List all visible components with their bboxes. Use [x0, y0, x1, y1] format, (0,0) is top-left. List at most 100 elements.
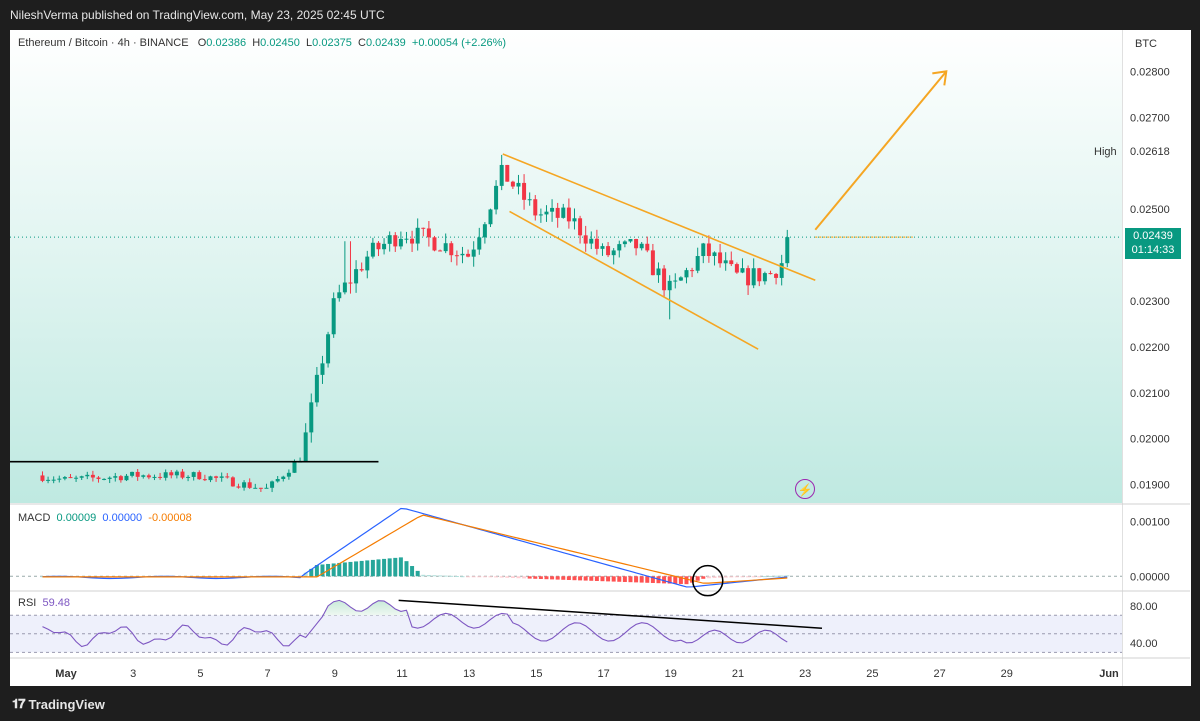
- rsi-tick-label: 40.00: [1130, 638, 1158, 650]
- candle-up: [102, 478, 107, 480]
- macd-histogram-bar: [488, 576, 493, 578]
- candle-up: [62, 477, 67, 479]
- macd-legend[interactable]: MACD 0.00009 0.00000 -0.00008: [18, 512, 192, 524]
- macd-histogram-bar: [662, 576, 667, 584]
- time-tick-label: 23: [799, 668, 811, 680]
- macd-histogram-bar: [410, 566, 415, 577]
- candle-up: [460, 253, 465, 256]
- candle-up: [628, 239, 633, 242]
- candle-down: [522, 182, 527, 200]
- candle-down: [135, 471, 140, 477]
- crossover-circle: [692, 564, 724, 597]
- macd-histogram-bar: [522, 576, 527, 579]
- price-axis-area[interactable]: [1122, 30, 1191, 686]
- candle-up: [527, 199, 532, 201]
- brand-name: TradingView: [28, 696, 105, 712]
- candle-down: [197, 472, 202, 480]
- symbol-name: Ethereum / Bitcoin · 4h · BINANCE: [18, 37, 189, 49]
- candle-down: [690, 270, 695, 272]
- macd-histogram-bar: [667, 576, 672, 584]
- signal-line: [42, 514, 788, 584]
- macd-histogram-bar: [426, 575, 431, 577]
- lightning-icon[interactable]: ⚡: [795, 479, 815, 499]
- candle-down: [202, 479, 207, 481]
- symbol-legend[interactable]: Ethereum / Bitcoin · 4h · BINANCE O0.023…: [18, 37, 506, 49]
- candle-up: [398, 238, 403, 247]
- tradingview-logo[interactable]: 𝟏𝟕 TradingView: [12, 696, 105, 712]
- macd-histogram-bar: [482, 576, 487, 578]
- time-tick-label: 7: [265, 668, 271, 680]
- price-tick-label: 0.02300: [1130, 296, 1170, 308]
- candle-up: [309, 402, 314, 433]
- candle-up: [740, 268, 745, 273]
- candle-up: [494, 185, 499, 210]
- time-tick-label: 11: [396, 668, 407, 680]
- rsi-legend[interactable]: RSI 59.48: [18, 597, 70, 609]
- macd-histogram-bar: [538, 576, 543, 579]
- candle-up: [561, 207, 566, 218]
- candle-down: [214, 476, 219, 478]
- macd-histogram-bar: [701, 576, 706, 579]
- macd-histogram-bar: [477, 576, 482, 578]
- candle-down: [734, 264, 739, 273]
- candle-up: [538, 214, 543, 216]
- price-tick-label: 0.01900: [1130, 480, 1170, 492]
- time-tick-label: 15: [530, 668, 542, 680]
- candle-up: [550, 207, 555, 212]
- publisher-text: NileshVerma published on TradingView.com…: [10, 8, 385, 22]
- macd-histogram-bar: [516, 576, 521, 579]
- macd-histogram-bar: [314, 565, 319, 577]
- candle-up: [354, 269, 359, 284]
- candle-up: [779, 263, 784, 278]
- macd-histogram-bar: [768, 575, 773, 577]
- rsi-tick-label: 80.00: [1130, 601, 1158, 613]
- macd-histogram-bar: [746, 576, 751, 578]
- macd-histogram-bar: [779, 575, 784, 577]
- candle-down: [449, 243, 454, 256]
- rsi-label: RSI: [18, 597, 37, 609]
- macd-histogram-bar: [628, 576, 633, 583]
- candle-down: [180, 471, 185, 478]
- macd-histogram-bar: [348, 561, 353, 577]
- candle-down: [650, 250, 655, 276]
- candle-up: [79, 476, 84, 478]
- candle-down: [421, 227, 426, 229]
- candle-up: [499, 164, 504, 186]
- macd-histogram-bar: [734, 576, 739, 578]
- macd-histogram-bar: [785, 575, 790, 577]
- candle-up: [544, 211, 549, 215]
- candle-down: [718, 252, 723, 264]
- candle-up: [667, 280, 672, 291]
- candle-up: [253, 487, 258, 489]
- candle-up: [443, 243, 448, 252]
- macd-histogram-bar: [449, 575, 454, 577]
- candle-up: [124, 475, 129, 481]
- macd-histogram-bar: [494, 576, 499, 578]
- macd-histogram-bar: [678, 576, 683, 584]
- candle-up: [281, 476, 286, 480]
- candle-down: [393, 235, 398, 247]
- candle-up: [292, 461, 297, 473]
- candle-down: [68, 477, 73, 479]
- high-label: H: [252, 37, 261, 49]
- candle-up: [382, 243, 387, 250]
- candle-up: [186, 476, 191, 478]
- macd-histogram-bar: [432, 575, 437, 577]
- candle-down: [533, 199, 538, 216]
- macd-histogram-bar: [751, 576, 756, 578]
- macd-histogram-bar: [320, 564, 325, 577]
- candle-down: [348, 282, 353, 284]
- time-tick-label: 19: [665, 668, 677, 680]
- candle-up: [270, 481, 275, 488]
- macd-histogram-value: 0.00009: [56, 512, 97, 524]
- candle-up: [488, 209, 493, 225]
- candle-up: [762, 273, 767, 282]
- candle-down: [359, 269, 364, 271]
- macd-histogram-bar: [544, 576, 549, 580]
- breakout-arrow: [814, 70, 948, 231]
- time-tick-label: May: [55, 668, 77, 680]
- candle-up: [751, 268, 756, 286]
- candle-up: [678, 277, 683, 281]
- time-tick-label: 3: [130, 668, 136, 680]
